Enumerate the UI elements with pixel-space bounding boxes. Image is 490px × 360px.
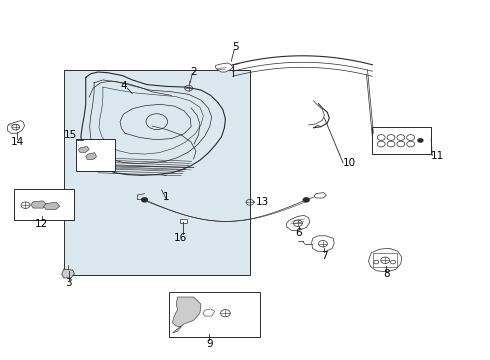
- Text: 15: 15: [63, 130, 77, 140]
- Text: 13: 13: [255, 197, 269, 207]
- Polygon shape: [216, 63, 233, 72]
- Polygon shape: [86, 153, 97, 159]
- Text: 7: 7: [321, 251, 328, 261]
- Polygon shape: [62, 269, 74, 278]
- FancyBboxPatch shape: [372, 127, 431, 154]
- Text: 3: 3: [65, 278, 72, 288]
- Polygon shape: [44, 202, 60, 210]
- Text: 5: 5: [232, 42, 239, 52]
- Text: 6: 6: [295, 228, 302, 238]
- Circle shape: [303, 197, 310, 202]
- Polygon shape: [287, 215, 310, 230]
- Text: 16: 16: [173, 233, 187, 243]
- Circle shape: [417, 138, 423, 143]
- Polygon shape: [312, 236, 334, 251]
- Text: 8: 8: [383, 269, 390, 279]
- FancyBboxPatch shape: [76, 139, 115, 171]
- Polygon shape: [31, 201, 47, 208]
- Circle shape: [141, 197, 148, 202]
- Polygon shape: [203, 309, 215, 316]
- Polygon shape: [172, 297, 201, 333]
- FancyBboxPatch shape: [373, 253, 397, 267]
- FancyBboxPatch shape: [169, 292, 260, 337]
- Text: 14: 14: [10, 137, 24, 147]
- Polygon shape: [7, 121, 24, 133]
- Text: 1: 1: [163, 192, 170, 202]
- Text: 4: 4: [120, 81, 127, 91]
- Polygon shape: [78, 147, 89, 152]
- Text: 10: 10: [343, 158, 356, 168]
- FancyBboxPatch shape: [64, 70, 250, 275]
- Text: 12: 12: [35, 219, 49, 229]
- Polygon shape: [368, 248, 402, 272]
- Polygon shape: [314, 193, 326, 198]
- Polygon shape: [180, 219, 187, 223]
- Text: 2: 2: [190, 67, 197, 77]
- Text: 9: 9: [206, 339, 213, 349]
- Text: 11: 11: [430, 150, 444, 161]
- FancyBboxPatch shape: [14, 189, 74, 220]
